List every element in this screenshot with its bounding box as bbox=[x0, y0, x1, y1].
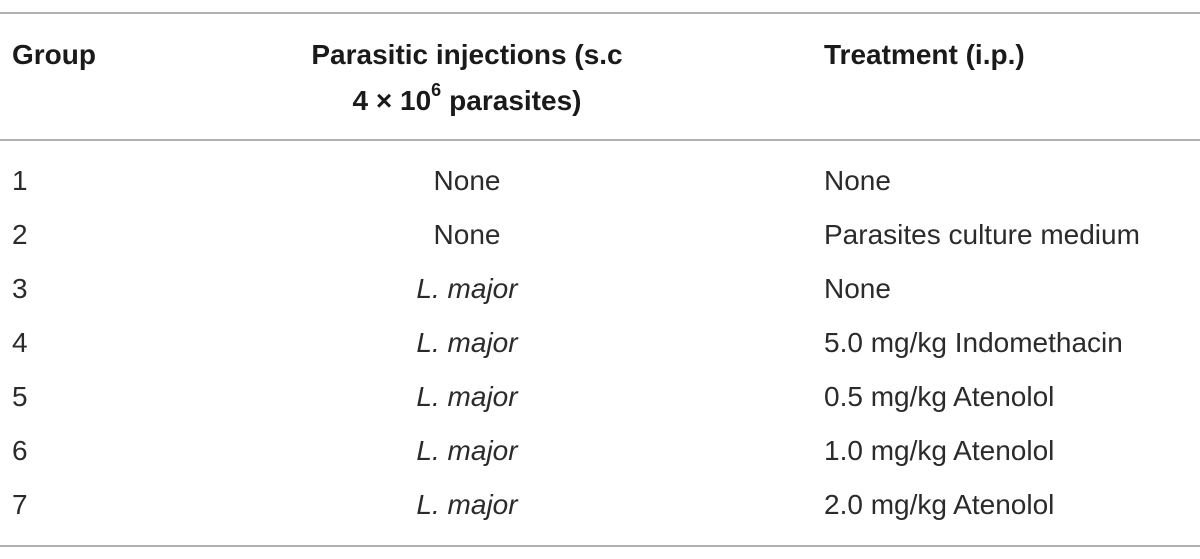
top-rule bbox=[0, 12, 1200, 14]
header-injection-base: 4 × 10 bbox=[352, 85, 432, 117]
injection-cell: L. major bbox=[416, 489, 518, 520]
treatment-cell: None bbox=[824, 165, 891, 196]
treatment-cell: 0.5 mg/kg Atenolol bbox=[824, 381, 1055, 412]
header-injection-line2: 4 × 106 parasites) bbox=[352, 81, 582, 117]
header-rule bbox=[0, 139, 1200, 141]
header-treatment: Treatment (i.p.) bbox=[824, 39, 1025, 70]
group-cell: 5 bbox=[12, 381, 28, 412]
header-injection-rest: parasites) bbox=[449, 85, 582, 117]
treatment-cell: None bbox=[824, 273, 891, 304]
group-cell: 1 bbox=[12, 165, 28, 196]
header-group: Group bbox=[12, 39, 96, 70]
group-cell: 7 bbox=[12, 489, 28, 520]
injection-cell: L. major bbox=[416, 327, 518, 358]
injection-cell: None bbox=[433, 165, 501, 196]
treatment-cell: 2.0 mg/kg Atenolol bbox=[824, 489, 1055, 520]
injection-cell: L. major bbox=[416, 435, 518, 466]
treatment-cell: Parasites culture medium bbox=[824, 219, 1140, 250]
injection-cell: L. major bbox=[416, 381, 518, 412]
group-cell: 6 bbox=[12, 435, 28, 466]
bottom-rule bbox=[0, 545, 1200, 547]
header-injection: Parasitic injections (s.c bbox=[311, 39, 623, 70]
treatment-cell: 5.0 mg/kg Indomethacin bbox=[824, 327, 1123, 358]
treatment-cell: 1.0 mg/kg Atenolol bbox=[824, 435, 1055, 466]
group-cell: 4 bbox=[12, 327, 28, 358]
group-cell: 2 bbox=[12, 219, 28, 250]
injection-cell: L. major bbox=[416, 273, 518, 304]
group-cell: 3 bbox=[12, 273, 28, 304]
header-injection-exponent: 6 bbox=[431, 79, 442, 100]
injection-cell: None bbox=[433, 219, 501, 250]
